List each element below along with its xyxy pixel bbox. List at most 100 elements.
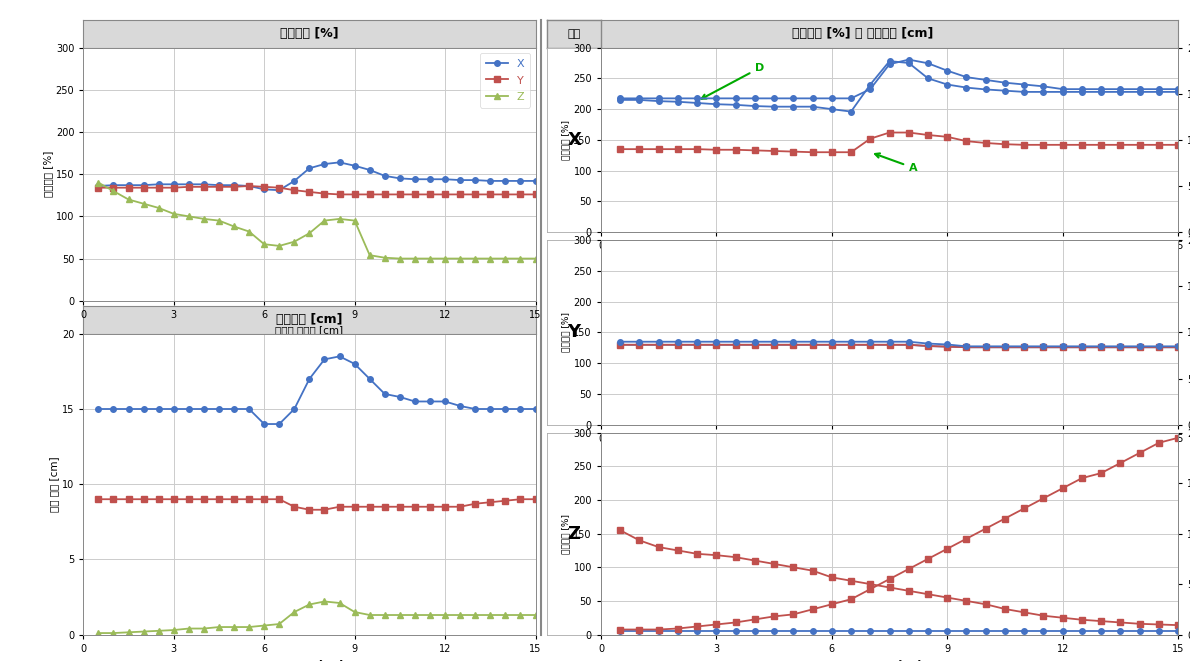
X-axis label: 스프링 원처짐 [cm]: 스프링 원처짐 [cm]: [858, 257, 921, 267]
Z: [151, 204, 165, 212]
X: [483, 177, 497, 185]
X: [363, 166, 377, 174]
Text: D: D: [702, 63, 764, 98]
X: [513, 177, 527, 185]
X-axis label: 스프링 원처짐 [cm]: 스프링 원처짐 [cm]: [858, 659, 921, 661]
X: [499, 177, 513, 185]
Z: [468, 254, 482, 262]
Z: [422, 254, 437, 262]
Y: [528, 190, 543, 198]
Text: 응답변위 [cm]: 응답변위 [cm]: [276, 313, 343, 327]
Z: [483, 254, 497, 262]
Y: [106, 184, 120, 192]
X: [332, 159, 346, 167]
X: [393, 175, 407, 182]
Y: [347, 190, 362, 198]
Z: [513, 254, 527, 262]
X: [151, 180, 165, 188]
X: [242, 182, 256, 190]
Y: [137, 184, 151, 192]
Y: [332, 190, 346, 198]
X: [468, 176, 482, 184]
Y: [182, 183, 196, 191]
X: [302, 165, 317, 173]
Z: [227, 223, 242, 231]
Y-axis label: 가속도비 [%]: 가속도비 [%]: [562, 313, 570, 352]
Z: [377, 254, 392, 262]
Y: [167, 184, 181, 192]
Y: [408, 190, 422, 198]
Y: [468, 190, 482, 198]
Text: Z: Z: [568, 525, 581, 543]
Z: [257, 240, 271, 248]
Z: [106, 187, 120, 195]
Z: [499, 254, 513, 262]
Y: [302, 188, 317, 196]
Z: [438, 254, 452, 262]
X: [287, 177, 301, 185]
Y: [287, 186, 301, 194]
Z: [408, 254, 422, 262]
Y-axis label: 응답 변위 [cm]: 응답 변위 [cm]: [49, 456, 60, 512]
X: [377, 172, 392, 180]
X: [438, 175, 452, 183]
Y: [483, 190, 497, 198]
Z: [273, 242, 287, 250]
X: [257, 185, 271, 193]
X-axis label: 스프링 원서짐 [cm]: 스프링 원서짐 [cm]: [275, 325, 344, 335]
X: [273, 186, 287, 194]
Y-axis label: 가속도비 [%]: 가속도비 [%]: [562, 120, 570, 160]
Text: 가속도비 [%]: 가속도비 [%]: [280, 27, 339, 40]
Z: [453, 254, 468, 262]
Z: [92, 178, 106, 186]
X: [121, 181, 136, 189]
Z: [196, 215, 211, 223]
Text: 가속도비 [%] 및 응답변위 [cm]: 가속도비 [%] 및 응답변위 [cm]: [793, 27, 933, 40]
X: [137, 181, 151, 189]
X: [182, 180, 196, 188]
Line: Y: Y: [95, 183, 538, 197]
Y: [499, 190, 513, 198]
X: [528, 177, 543, 185]
Text: Y: Y: [568, 323, 581, 342]
Y: [212, 183, 226, 191]
Y: [513, 190, 527, 198]
X: [212, 181, 226, 189]
X: [347, 162, 362, 170]
Text: 방향: 방향: [568, 28, 581, 39]
Z: [393, 254, 407, 262]
Z: [137, 200, 151, 208]
Z: [347, 217, 362, 225]
X: [196, 180, 211, 188]
Y: [227, 183, 242, 191]
Z: [212, 217, 226, 225]
Y: [257, 183, 271, 191]
X: [318, 160, 332, 168]
X: [167, 180, 181, 188]
Y: [393, 190, 407, 198]
Z: [363, 251, 377, 259]
Z: [332, 215, 346, 223]
Y-axis label: 가속도비 [%]: 가속도비 [%]: [562, 514, 570, 554]
Z: [182, 212, 196, 220]
Z: [528, 254, 543, 262]
X: [408, 175, 422, 183]
X-axis label: 스프링 원서짐 [cm]: 스프링 원서짐 [cm]: [275, 659, 344, 661]
X-axis label: 스프링 원처짐 [cm]: 스프링 원처짐 [cm]: [858, 449, 921, 459]
X: [227, 181, 242, 189]
Y: [273, 184, 287, 192]
X: [422, 175, 437, 183]
Y: [453, 190, 468, 198]
Z: [167, 210, 181, 218]
Y: [377, 190, 392, 198]
Text: A: A: [875, 153, 917, 173]
Y: [438, 190, 452, 198]
Y: [92, 184, 106, 192]
X: [92, 182, 106, 190]
Text: X: X: [568, 131, 581, 149]
Line: X: X: [95, 159, 538, 193]
Legend: X, Y, Z: X, Y, Z: [480, 53, 530, 108]
Z: [318, 217, 332, 225]
Y: [242, 182, 256, 190]
Y: [151, 184, 165, 192]
